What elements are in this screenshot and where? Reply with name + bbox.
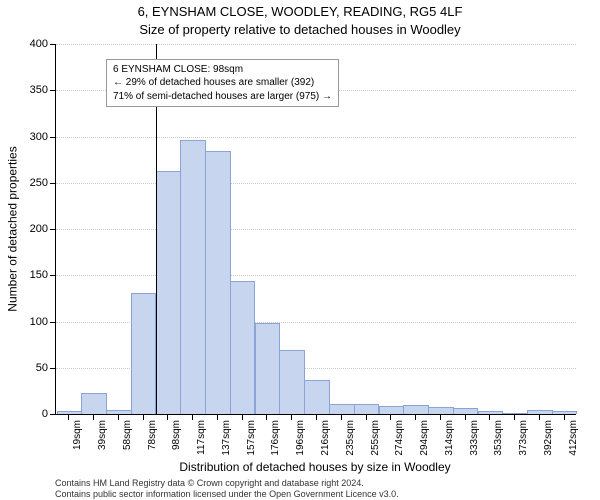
grid-line <box>56 137 576 138</box>
y-tick-label: 100 <box>30 316 56 328</box>
x-tick-label: 58sqm <box>122 420 133 450</box>
x-tick-label: 196sqm <box>295 420 306 456</box>
bar <box>205 151 231 414</box>
x-tick-label: 157sqm <box>246 420 257 456</box>
x-tick-label: 353sqm <box>493 420 504 456</box>
y-tick-label: 0 <box>42 408 56 420</box>
y-tick-label: 250 <box>30 177 56 189</box>
x-tick-label: 117sqm <box>196 420 207 455</box>
x-tick <box>341 414 342 420</box>
x-tick-label: 392sqm <box>543 420 554 456</box>
grid-line <box>56 229 576 230</box>
x-tick <box>93 414 94 420</box>
x-tick-label: 176sqm <box>270 420 281 456</box>
x-tick <box>564 414 565 420</box>
y-tick-label: 150 <box>30 269 56 281</box>
x-tick <box>291 414 292 420</box>
x-tick <box>266 414 267 420</box>
x-tick <box>489 414 490 420</box>
footnote: Contains HM Land Registry data © Crown c… <box>55 478 575 500</box>
bar <box>527 410 553 414</box>
x-tick-label: 274sqm <box>394 420 405 456</box>
annotation-line-3: 71% of semi-detached houses are larger (… <box>113 90 332 104</box>
x-tick-label: 235sqm <box>345 420 356 456</box>
x-tick-label: 412sqm <box>568 420 579 456</box>
bar <box>156 171 182 414</box>
x-tick-label: 78sqm <box>147 420 158 450</box>
x-tick <box>217 414 218 420</box>
x-tick-label: 294sqm <box>419 420 430 456</box>
y-axis-label-text: Number of detached properties <box>6 146 20 311</box>
bar <box>379 406 405 414</box>
bar <box>131 293 157 414</box>
x-tick-label: 333sqm <box>469 420 480 456</box>
x-tick-label: 98sqm <box>171 420 182 450</box>
bar <box>403 405 429 414</box>
x-tick <box>68 414 69 420</box>
bar <box>230 281 256 414</box>
x-tick-label: 216sqm <box>320 420 331 456</box>
x-tick <box>167 414 168 420</box>
bar <box>354 404 380 414</box>
x-tick-label: 137sqm <box>221 420 232 456</box>
x-tick <box>415 414 416 420</box>
x-tick <box>143 414 144 420</box>
title-address: 6, EYNSHAM CLOSE, WOODLEY, READING, RG5 … <box>0 4 600 19</box>
x-tick <box>242 414 243 420</box>
y-tick-label: 400 <box>30 38 56 50</box>
bar <box>428 407 454 414</box>
bar <box>180 140 206 414</box>
x-tick <box>316 414 317 420</box>
y-tick-label: 300 <box>30 131 56 143</box>
annotation-box: 6 EYNSHAM CLOSE: 98sqm ← 29% of detached… <box>106 59 339 108</box>
grid-line <box>56 183 576 184</box>
y-tick-label: 350 <box>30 84 56 96</box>
x-tick-label: 39sqm <box>97 420 108 450</box>
bar <box>81 393 107 414</box>
x-tick <box>440 414 441 420</box>
grid-line <box>56 44 576 45</box>
x-tick <box>465 414 466 420</box>
bar <box>329 404 355 414</box>
annotation-line-1: 6 EYNSHAM CLOSE: 98sqm <box>113 63 332 77</box>
bar <box>279 350 305 414</box>
x-tick <box>366 414 367 420</box>
y-tick-label: 200 <box>30 223 56 235</box>
x-tick <box>118 414 119 420</box>
x-tick-label: 19sqm <box>72 420 83 450</box>
x-tick <box>192 414 193 420</box>
footnote-line-2: Contains public sector information licen… <box>55 489 575 500</box>
grid-line <box>56 275 576 276</box>
y-axis-label: Number of detached properties <box>6 44 20 414</box>
x-tick-label: 314sqm <box>444 420 455 456</box>
annotation-line-2: ← 29% of detached houses are smaller (39… <box>113 76 332 90</box>
chart-container: 6, EYNSHAM CLOSE, WOODLEY, READING, RG5 … <box>0 0 600 500</box>
bar <box>106 410 132 414</box>
bar <box>304 380 330 414</box>
plot-area: 05010015020025030035040019sqm39sqm58sqm7… <box>55 44 576 415</box>
x-tick <box>514 414 515 420</box>
x-axis-label: Distribution of detached houses by size … <box>55 460 575 474</box>
bar <box>255 323 281 414</box>
x-tick-label: 373sqm <box>518 420 529 456</box>
y-tick-label: 50 <box>36 362 56 374</box>
footnote-line-1: Contains HM Land Registry data © Crown c… <box>55 478 575 489</box>
x-tick <box>539 414 540 420</box>
title-subtitle: Size of property relative to detached ho… <box>0 22 600 37</box>
x-tick-label: 255sqm <box>370 420 381 456</box>
x-tick <box>390 414 391 420</box>
